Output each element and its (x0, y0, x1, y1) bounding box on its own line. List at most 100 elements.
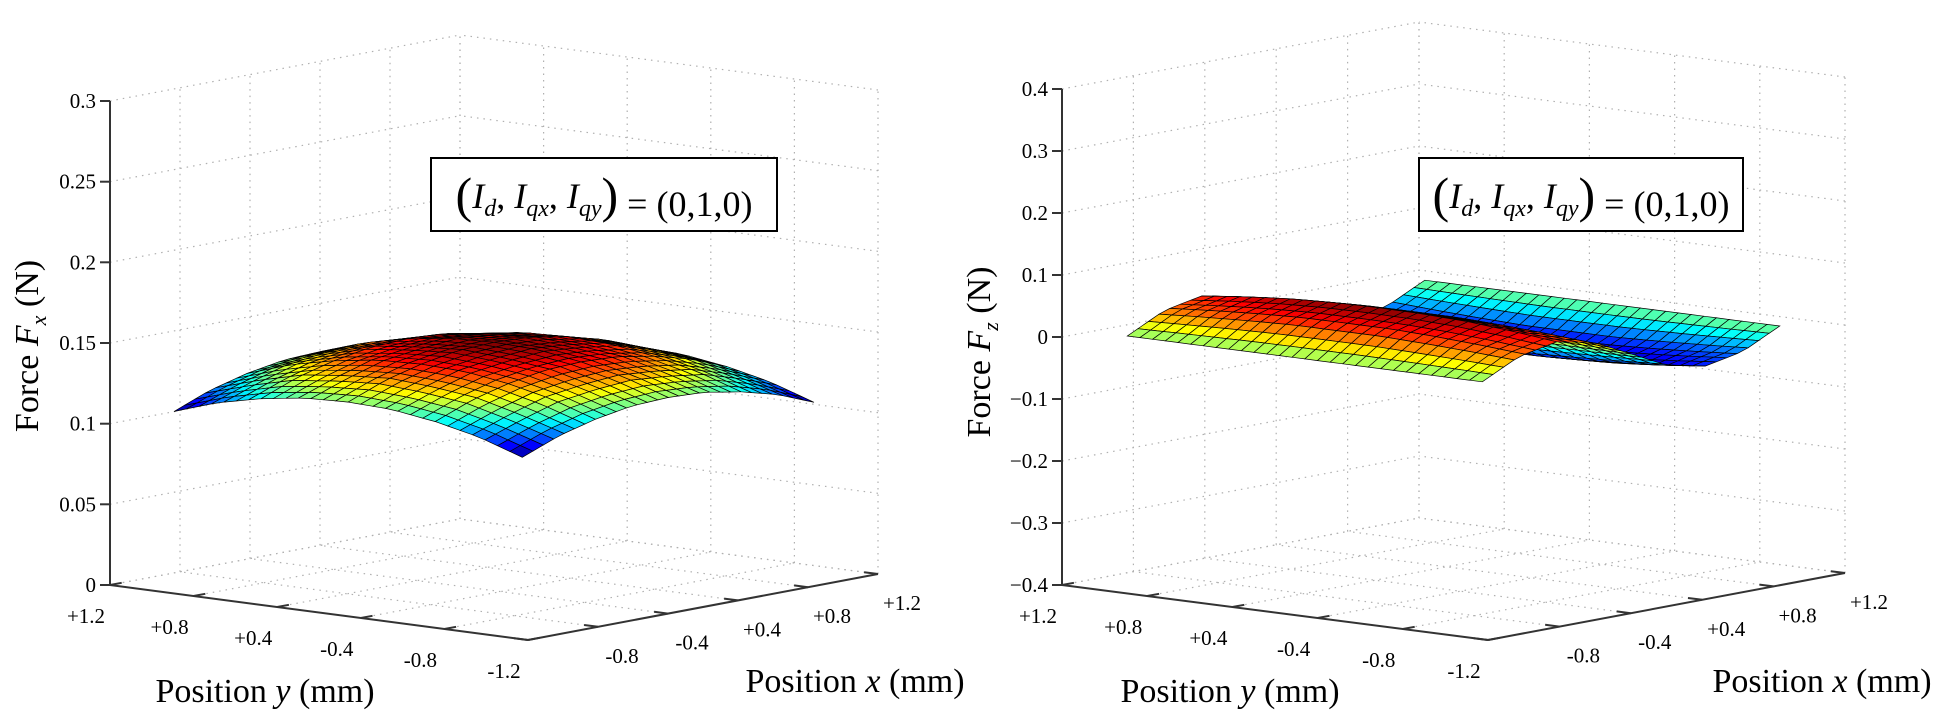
grid-line (1133, 571, 1560, 628)
y-tick-label: +1.2 (67, 604, 105, 628)
grid-line (1061, 393, 1420, 462)
x-tick (1473, 637, 1489, 641)
x-tick (863, 571, 879, 575)
y-axis-label: Position y (mm) (1120, 673, 1339, 710)
x-axis-line (527, 573, 879, 641)
y-tick-label: -0.8 (1362, 648, 1395, 672)
chart-force-fz: −0.4 −0.3 −0.2 −0.1 0 0.1 0.2 0.3 0.4 +1.2 +0.8 +0.… (961, 21, 1932, 710)
x-tick-label: -0.4 (675, 631, 709, 655)
x-tick (793, 584, 809, 589)
z-tick-label: 0.3 (1022, 139, 1048, 163)
z-tick-label: −0.3 (1010, 511, 1048, 535)
z-tick-label: 0.2 (1022, 201, 1048, 225)
grid-line (109, 437, 461, 505)
x-tick-label: +0.8 (813, 604, 851, 628)
grid-line (319, 544, 739, 601)
grid-line (193, 529, 544, 597)
y-tick-label: -1.2 (487, 659, 520, 683)
annotation-text: (Id, Iqx, Iqy) = (0,1,0) (1433, 167, 1730, 224)
x-axis-line (1487, 572, 1846, 641)
grid-line (1061, 455, 1420, 524)
x-tick-label: -0.8 (1567, 644, 1600, 668)
x-tick-label: +1.2 (1850, 590, 1888, 614)
y-tick-label: +1.2 (1019, 604, 1057, 628)
grid-line (109, 195, 461, 263)
y-tick (277, 603, 290, 608)
y-tick (360, 614, 373, 619)
y-tick-label: +0.4 (1189, 626, 1228, 650)
y-tick (1147, 592, 1160, 597)
tick-labels: 0 0.05 0.1 0.15 0.2 0.25 0.3 +1.2 +0.8 +0.4 -0.4 -0… (59, 89, 921, 683)
y-axis-label: Position y (mm) (155, 673, 374, 710)
grid-line (179, 571, 599, 628)
x-tick-label: -0.8 (605, 644, 638, 668)
grid-line (1418, 269, 1846, 326)
annotation-text: (Id, Iqx, Iqy) = (0,1,0) (456, 167, 753, 224)
grid-line (1061, 21, 1420, 90)
y-tick (109, 581, 122, 586)
axes (1052, 88, 1846, 641)
x-tick-label: +0.4 (743, 617, 782, 641)
grid-line (1418, 83, 1846, 140)
grid-line (444, 562, 795, 630)
x-tick (583, 624, 599, 628)
z-tick-label: 0.1 (1022, 263, 1048, 287)
grid-line (1232, 539, 1590, 608)
y-tick-label: -0.4 (320, 637, 354, 661)
chart-force-fx: 0 0.05 0.1 0.15 0.2 0.25 0.3 +1.2 +0.8 +0.4 -0.4 -0… (9, 34, 965, 710)
grid-line (1418, 393, 1846, 450)
y-tick-label: -1.2 (1447, 659, 1480, 683)
grid-line (1061, 517, 1420, 586)
x-tick (1759, 583, 1774, 588)
y-tick (1487, 636, 1501, 641)
y-tick-label: +0.4 (234, 626, 273, 650)
grid-line (109, 34, 461, 102)
y-tick-label: +0.8 (151, 615, 189, 639)
y-tick-label: +0.8 (1104, 615, 1142, 639)
grid-line (1418, 455, 1846, 512)
grid-line (1061, 207, 1420, 276)
x-tick (723, 597, 739, 602)
x-tick-label: +0.4 (1707, 617, 1746, 641)
z-tick-label: 0 (1038, 325, 1049, 349)
grid-line (1061, 517, 1420, 586)
y-tick (444, 625, 457, 630)
z-axis-label: Force Fz (N) (961, 267, 1003, 438)
z-tick-label: 0.2 (70, 250, 96, 274)
grid-line (459, 115, 879, 172)
grid-line (109, 357, 461, 425)
x-tick-label: -0.4 (1638, 630, 1672, 654)
z-tick-label: −0.2 (1010, 449, 1048, 473)
annotation-box: (Id, Iqx, Iqy) = (0,1,0) (1418, 157, 1744, 232)
z-tick-label: 0.4 (1022, 77, 1049, 101)
grid-line (277, 540, 628, 608)
z-tick-label: 0.25 (59, 170, 96, 194)
tick-labels: −0.4 −0.3 −0.2 −0.1 0 0.1 0.2 0.3 0.4 +1.2 +0.8 +0.… (1010, 77, 1888, 683)
z-axis-label: Force Fx (N) (9, 260, 51, 432)
grid-line (1061, 145, 1420, 214)
y-tick (1317, 614, 1330, 619)
grid-line (459, 518, 879, 575)
grid-line (109, 518, 461, 586)
y-axis-line (109, 584, 529, 641)
grid-line (249, 558, 669, 615)
z-tick-label: 0.15 (59, 331, 96, 355)
surface-patch (509, 445, 534, 458)
axes (100, 100, 879, 641)
annotation-box: (Id, Iqx, Iqy) = (0,1,0) (430, 157, 778, 232)
grid-line (360, 551, 711, 619)
z-tick-label: 0.3 (70, 89, 96, 113)
x-tick (1830, 570, 1846, 574)
grid-line (459, 34, 879, 91)
x-tick (653, 610, 669, 615)
grid-line (1204, 557, 1631, 614)
grid-line (1347, 530, 1774, 587)
y-tick (1061, 581, 1075, 586)
y-tick (193, 592, 206, 597)
z-tick-label: 0.05 (59, 492, 96, 516)
x-tick-label: +0.8 (1779, 603, 1817, 627)
z-tick-label: 0.1 (70, 412, 96, 436)
z-tick-label: −0.4 (1010, 573, 1049, 597)
surface-mesh (173, 332, 815, 458)
grid-line (1061, 83, 1420, 152)
